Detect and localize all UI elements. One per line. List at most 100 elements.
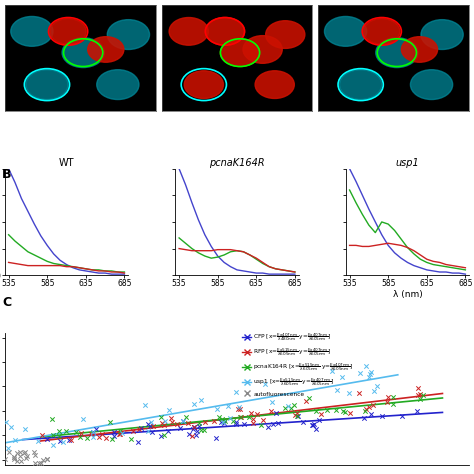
Point — [269, 398, 276, 406]
Point — [17, 457, 25, 465]
Point — [59, 438, 67, 446]
Point — [147, 418, 155, 426]
Point — [362, 405, 369, 413]
Point — [237, 405, 244, 412]
Point — [67, 436, 75, 444]
Point — [77, 429, 85, 437]
Point — [49, 431, 56, 438]
Point — [55, 432, 63, 439]
Point — [118, 429, 126, 437]
Circle shape — [26, 70, 68, 100]
Point — [398, 412, 406, 420]
Point — [273, 410, 280, 417]
Point — [16, 448, 23, 456]
Circle shape — [339, 70, 382, 100]
Point — [288, 404, 295, 411]
Point — [115, 430, 123, 438]
Point — [245, 413, 253, 420]
Point — [56, 438, 64, 445]
Point — [367, 368, 375, 375]
Point — [309, 421, 317, 429]
Point — [55, 428, 63, 435]
Point — [417, 395, 424, 402]
Point — [308, 422, 316, 429]
Point — [356, 369, 364, 376]
Point — [31, 459, 39, 466]
Point — [306, 395, 313, 402]
Point — [169, 418, 176, 426]
Circle shape — [88, 36, 124, 62]
Point — [367, 410, 374, 418]
Point — [328, 367, 336, 375]
Point — [229, 417, 237, 425]
Point — [281, 404, 289, 411]
Point — [362, 408, 369, 415]
Point — [92, 425, 100, 432]
Point — [17, 452, 24, 460]
Point — [257, 421, 264, 429]
Point — [129, 427, 137, 435]
Point — [72, 428, 79, 436]
Point — [264, 423, 272, 431]
Title: usp1: usp1 — [396, 158, 419, 168]
Point — [293, 412, 301, 419]
Point — [363, 362, 370, 370]
Point — [110, 428, 118, 436]
Point — [189, 425, 197, 432]
Point — [144, 427, 151, 435]
Point — [210, 417, 218, 425]
Point — [384, 393, 392, 401]
Point — [10, 454, 18, 461]
Point — [36, 459, 43, 466]
Point — [366, 370, 374, 378]
Point — [212, 434, 220, 442]
Point — [188, 432, 196, 439]
Point — [345, 390, 353, 397]
Point — [141, 401, 148, 409]
Circle shape — [205, 18, 245, 45]
Point — [161, 418, 168, 425]
Point — [116, 427, 123, 435]
Point — [415, 392, 422, 399]
Circle shape — [184, 71, 223, 99]
Point — [157, 413, 165, 420]
Point — [136, 425, 143, 433]
Point — [413, 407, 420, 415]
Point — [90, 428, 97, 436]
Point — [190, 424, 198, 431]
Point — [1, 456, 9, 463]
Point — [270, 420, 277, 428]
Circle shape — [169, 18, 209, 45]
Point — [167, 414, 174, 421]
Circle shape — [325, 17, 367, 46]
Point — [234, 405, 241, 412]
Circle shape — [220, 39, 260, 66]
Point — [416, 390, 424, 398]
Point — [274, 419, 282, 427]
Point — [201, 419, 209, 426]
Point — [192, 431, 200, 439]
Point — [83, 434, 91, 442]
Point — [165, 406, 173, 413]
Title: WT: WT — [59, 158, 74, 168]
Point — [87, 430, 94, 438]
Point — [193, 427, 201, 435]
Point — [312, 425, 319, 433]
Point — [39, 456, 46, 464]
Point — [76, 433, 84, 441]
Point — [13, 457, 20, 465]
Point — [95, 434, 102, 441]
Circle shape — [243, 36, 282, 64]
Point — [389, 393, 396, 401]
Point — [249, 419, 257, 427]
Circle shape — [376, 38, 418, 68]
Point — [215, 413, 222, 420]
Point — [4, 444, 11, 452]
Point — [374, 382, 381, 390]
Point — [173, 420, 180, 428]
Point — [11, 453, 18, 461]
Point — [5, 448, 12, 456]
Point — [48, 415, 55, 422]
Point — [219, 415, 226, 423]
Point — [284, 402, 292, 410]
